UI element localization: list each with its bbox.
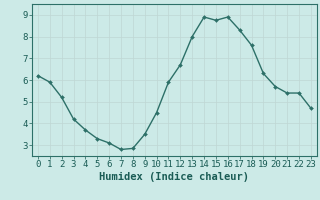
- X-axis label: Humidex (Indice chaleur): Humidex (Indice chaleur): [100, 172, 249, 182]
